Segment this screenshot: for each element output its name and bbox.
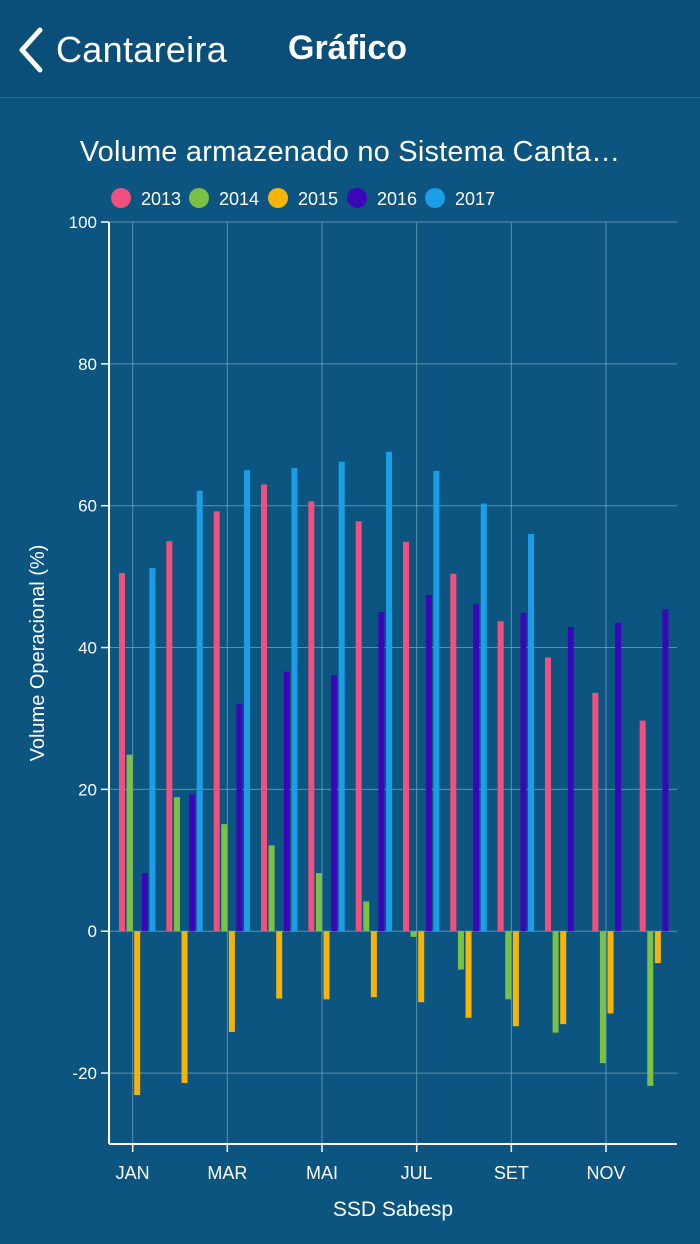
- bar-2015-fev: [181, 931, 188, 1084]
- bar-2016-jun: [378, 612, 385, 932]
- bar-2015-ago: [465, 931, 472, 1018]
- bar-2016-ago: [473, 604, 480, 932]
- legend-marker-2016: [347, 188, 367, 208]
- legend-label-2015: 2015: [298, 189, 338, 209]
- legend-label-2017: 2017: [455, 189, 495, 209]
- bar-2016-out: [567, 626, 574, 932]
- bar-2017-ago: [480, 503, 487, 932]
- bar-2013-abr: [261, 484, 267, 932]
- bar-2013-mar: [213, 511, 220, 932]
- bar-2017-jun: [386, 451, 393, 932]
- bar-2017-abr: [291, 468, 298, 932]
- bar-2017-mai: [338, 461, 345, 932]
- bar-2016-mar: [236, 704, 243, 932]
- legend-marker-2014: [189, 188, 209, 208]
- y-tick-label: 20: [78, 780, 97, 799]
- bar-2014-mar: [221, 824, 228, 932]
- x-tick-label: MAR: [207, 1163, 247, 1183]
- bar-2016-fev: [189, 794, 196, 932]
- bar-2014-fev: [173, 797, 180, 932]
- legend-marker-2017: [425, 188, 445, 208]
- bar-2016-jul: [425, 595, 432, 932]
- back-label: Cantareira: [56, 29, 228, 70]
- bar-2016-jan: [141, 873, 148, 932]
- chevron-left-icon: [19, 27, 43, 73]
- x-axis-title: SSD Sabesp: [333, 1198, 453, 1221]
- x-tick-label: MAI: [306, 1163, 338, 1183]
- y-tick-label: 60: [78, 497, 97, 516]
- bar-2015-mar: [228, 931, 235, 1032]
- bar-2014-dez: [647, 931, 654, 1086]
- bar-2014-set: [505, 931, 512, 1000]
- bar-2013-set: [497, 621, 504, 932]
- page-title: Gráfico: [288, 29, 408, 67]
- bar-2013-nov: [592, 692, 599, 932]
- bar-2013-out: [545, 657, 551, 932]
- bar-2014-jun: [363, 901, 370, 932]
- bar-2014-mai: [315, 873, 322, 932]
- bar-2014-jan: [126, 754, 133, 932]
- bar-2013-mai: [308, 501, 315, 932]
- bar-chart: 100 80 60 40 20 0 -20 JAN MAR MAI JUL SET NOV 2013 201…: [27, 188, 677, 1221]
- bar-2013-jul: [403, 541, 409, 932]
- bar-2013-dez: [639, 720, 646, 932]
- bar-2014-nov: [599, 931, 606, 1064]
- bar-2014-out: [552, 931, 559, 1033]
- legend-label-2016: 2016: [377, 189, 417, 209]
- legend-label-2014: 2014: [219, 189, 259, 209]
- x-tick-label: SET: [494, 1163, 529, 1183]
- y-tick-label: 100: [69, 213, 97, 232]
- y-tick-label: -20: [72, 1064, 97, 1083]
- bar-2014-abr: [268, 845, 275, 932]
- bar-2017-mar: [244, 470, 251, 932]
- y-tick-label: 80: [78, 355, 97, 374]
- back-button[interactable]: Cantareira: [14, 22, 254, 78]
- bar-2015-out: [560, 931, 567, 1025]
- bar-2015-jun: [370, 931, 377, 998]
- bar-2016-nov: [615, 622, 622, 932]
- navigation-bar: Cantareira Gráfico: [0, 0, 700, 98]
- bar-2013-fev: [166, 541, 173, 932]
- bar-2013-jun: [355, 521, 362, 932]
- bar-2015-jul: [418, 931, 425, 1003]
- bar-2015-dez: [654, 931, 661, 964]
- bar-2015-set: [512, 931, 519, 1027]
- bar-2016-mai: [331, 675, 338, 932]
- bar-2016-abr: [283, 671, 290, 932]
- bar-2016-dez: [662, 609, 669, 932]
- x-tick-label: JAN: [116, 1163, 150, 1183]
- bar-2017-jul: [433, 470, 440, 932]
- bar-2014-ago: [457, 931, 464, 970]
- y-tick-label: 40: [78, 639, 97, 658]
- bar-2015-abr: [276, 931, 283, 999]
- bar-2014-jul: [410, 931, 417, 937]
- bar-2017-jan: [149, 568, 156, 932]
- y-tick-label: 0: [88, 922, 97, 941]
- bar-2015-nov: [607, 931, 614, 1014]
- bar-2016-set: [520, 612, 527, 932]
- x-tick-label: JUL: [401, 1163, 433, 1183]
- legend-label-2013: 2013: [141, 189, 181, 209]
- legend-marker-2013: [111, 188, 131, 208]
- x-tick-label: NOV: [586, 1163, 625, 1183]
- bar-2013-jan: [119, 573, 125, 932]
- legend-marker-2015: [268, 188, 288, 208]
- bar-2017-fev: [196, 490, 203, 932]
- bar-2015-mai: [323, 931, 330, 1000]
- y-axis-title: Volume Operacional (%): [27, 545, 49, 762]
- chart-title: Volume armazenado no Sistema Canta…: [79, 136, 621, 168]
- bar-2015-jan: [134, 931, 141, 1096]
- bar-2013-ago: [450, 573, 457, 932]
- bar-2017-set: [528, 534, 535, 932]
